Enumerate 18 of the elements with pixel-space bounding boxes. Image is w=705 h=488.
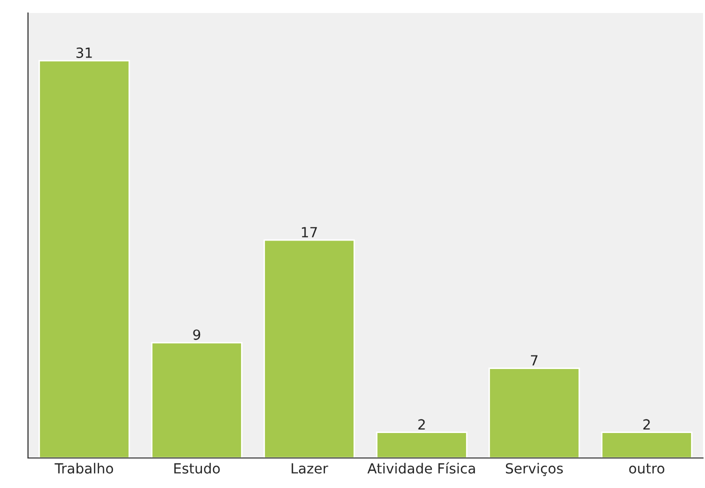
x-tick-label: Atividade Física — [367, 462, 475, 474]
x-tick-label: Estudo — [174, 462, 220, 474]
bar — [376, 432, 468, 458]
x-tick-label: Lazer — [292, 463, 328, 474]
bar — [601, 432, 692, 458]
data-label: 9 — [193, 329, 200, 340]
x-tick-label: Serviços — [506, 462, 563, 476]
bar — [488, 368, 580, 458]
bar — [38, 60, 130, 458]
data-label: 17 — [302, 227, 317, 238]
bar — [264, 239, 355, 458]
x-tick-label: outro — [629, 464, 664, 474]
data-label: 7 — [530, 355, 538, 366]
data-label: 31 — [76, 47, 92, 58]
bar — [151, 342, 242, 458]
data-label: 2 — [418, 419, 425, 430]
data-label: 2 — [643, 419, 650, 430]
x-tick-label: Trabalho — [54, 462, 114, 474]
